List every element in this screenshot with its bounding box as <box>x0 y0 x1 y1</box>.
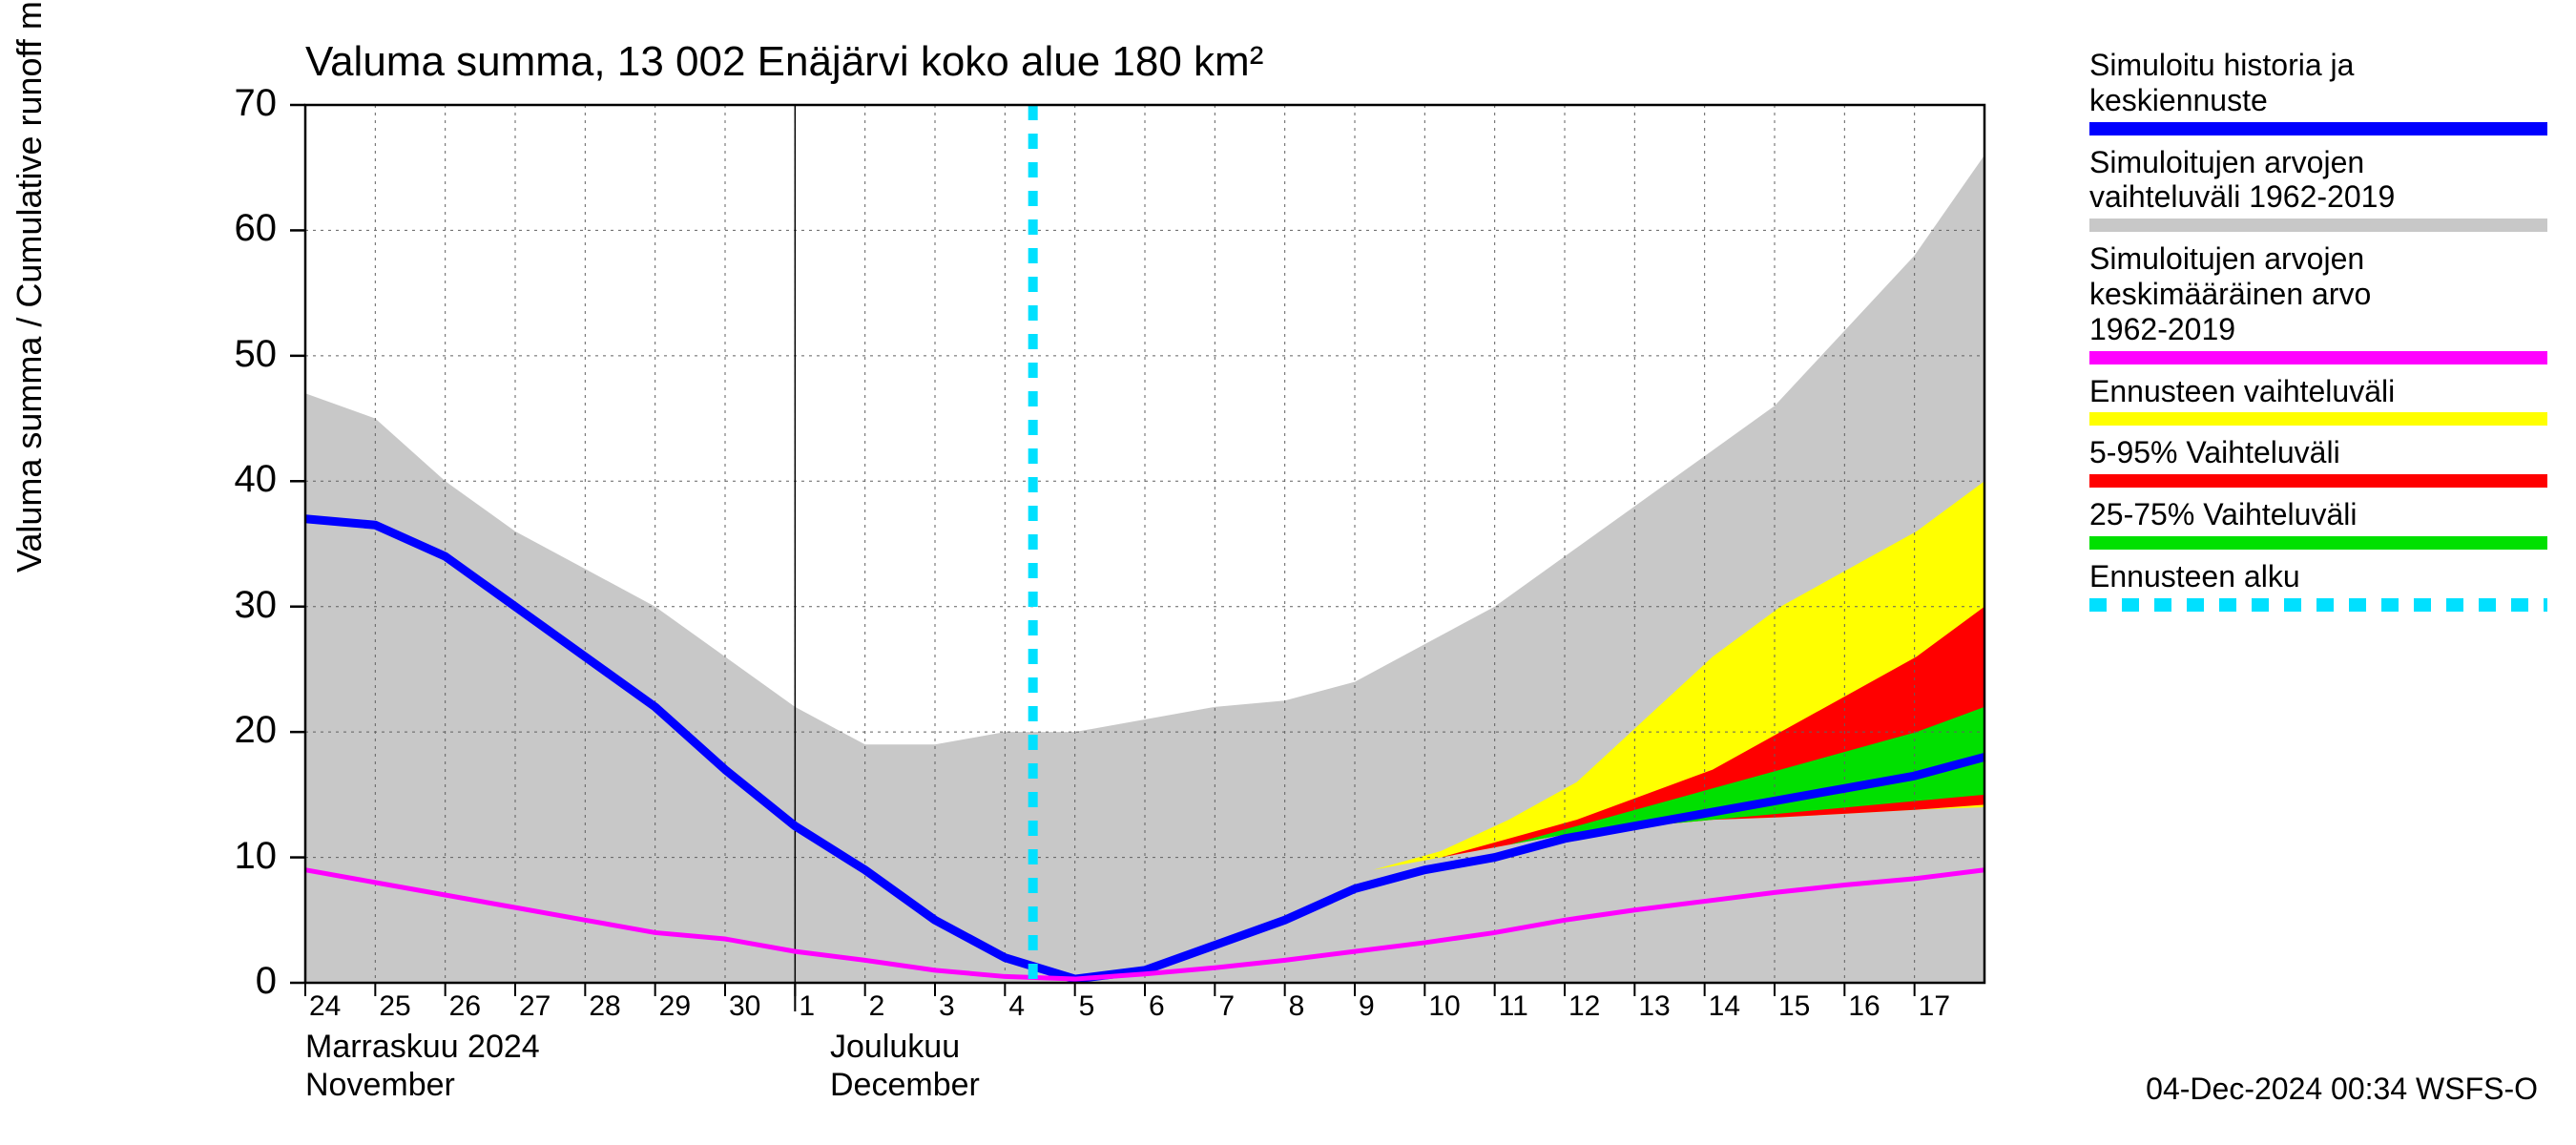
legend-swatch <box>2089 219 2547 232</box>
x-tick-label: 28 <box>589 990 620 1023</box>
x-tick-label: 13 <box>1638 990 1670 1023</box>
legend-text: 25-75% Vaihteluväli <box>2089 497 2547 532</box>
legend-swatch <box>2089 122 2547 135</box>
legend-text: 1962-2019 <box>2089 312 2547 347</box>
x-tick-label: 17 <box>1919 990 1950 1023</box>
x-tick-label: 7 <box>1218 990 1235 1023</box>
legend-item: Simuloitujen arvojenvaihteluväli 1962-20… <box>2089 145 2547 233</box>
x-tick-label: 5 <box>1079 990 1095 1023</box>
legend-item: Simuloitujen arvojenkeskimääräinen arvo … <box>2089 241 2547 364</box>
legend-text: vaihteluväli 1962-2019 <box>2089 179 2547 215</box>
chart-title: Valuma summa, 13 002 Enäjärvi koko alue … <box>305 38 1263 86</box>
legend-text: keskimääräinen arvo <box>2089 277 2547 312</box>
x-tick-label: 1 <box>799 990 815 1023</box>
x-tick-label: 3 <box>939 990 955 1023</box>
legend-swatch <box>2089 351 2547 364</box>
legend: Simuloitu historia jakeskiennusteSimuloi… <box>2089 48 2547 621</box>
month-label-top: Marraskuu 2024 <box>305 1029 540 1066</box>
y-tick-label: 30 <box>200 584 277 627</box>
legend-item: 25-75% Vaihteluväli <box>2089 497 2547 550</box>
x-tick-label: 14 <box>1709 990 1740 1023</box>
x-tick-label: 9 <box>1359 990 1375 1023</box>
x-tick-label: 16 <box>1848 990 1880 1023</box>
x-tick-label: 24 <box>309 990 341 1023</box>
legend-swatch <box>2089 474 2547 488</box>
x-tick-label: 27 <box>519 990 551 1023</box>
x-tick-label: 10 <box>1428 990 1460 1023</box>
y-tick-label: 20 <box>200 709 277 752</box>
legend-swatch <box>2089 412 2547 426</box>
y-tick-label: 10 <box>200 835 277 878</box>
legend-text: Ennusteen alku <box>2089 559 2547 594</box>
y-tick-label: 60 <box>200 207 277 250</box>
legend-text: Simuloitujen arvojen <box>2089 145 2547 180</box>
x-tick-label: 15 <box>1778 990 1810 1023</box>
y-tick-label: 0 <box>200 960 277 1003</box>
y-tick-label: 50 <box>200 333 277 376</box>
legend-item: Simuloitu historia jakeskiennuste <box>2089 48 2547 135</box>
x-tick-label: 25 <box>379 990 410 1023</box>
month-label-bottom: November <box>305 1067 455 1104</box>
x-tick-label: 26 <box>449 990 481 1023</box>
legend-swatch <box>2089 598 2547 612</box>
x-tick-label: 4 <box>1008 990 1025 1023</box>
legend-text: 5-95% Vaihteluväli <box>2089 435 2547 470</box>
x-tick-label: 6 <box>1149 990 1165 1023</box>
month-label-top: Joulukuu <box>830 1029 960 1066</box>
legend-swatch <box>2089 536 2547 550</box>
y-tick-label: 70 <box>200 82 277 125</box>
legend-item: 5-95% Vaihteluväli <box>2089 435 2547 488</box>
chart-container: Valuma summa / Cumulative runoff mm Valu… <box>0 0 2576 1145</box>
legend-text: Ennusteen vaihteluväli <box>2089 374 2547 409</box>
y-tick-label: 40 <box>200 458 277 501</box>
legend-text: keskiennuste <box>2089 83 2547 118</box>
x-tick-label: 11 <box>1499 990 1528 1023</box>
legend-text: Simuloitujen arvojen <box>2089 241 2547 277</box>
legend-item: Ennusteen vaihteluväli <box>2089 374 2547 427</box>
footer-timestamp: 04-Dec-2024 00:34 WSFS-O <box>2146 1072 2538 1107</box>
x-tick-label: 2 <box>869 990 885 1023</box>
x-tick-label: 12 <box>1568 990 1600 1023</box>
y-axis-label: Valuma summa / Cumulative runoff mm <box>10 0 50 572</box>
legend-text: Simuloitu historia ja <box>2089 48 2547 83</box>
x-tick-label: 8 <box>1289 990 1305 1023</box>
legend-item: Ennusteen alku <box>2089 559 2547 612</box>
month-label-bottom: December <box>830 1067 980 1104</box>
x-tick-label: 30 <box>729 990 760 1023</box>
x-tick-label: 29 <box>659 990 691 1023</box>
